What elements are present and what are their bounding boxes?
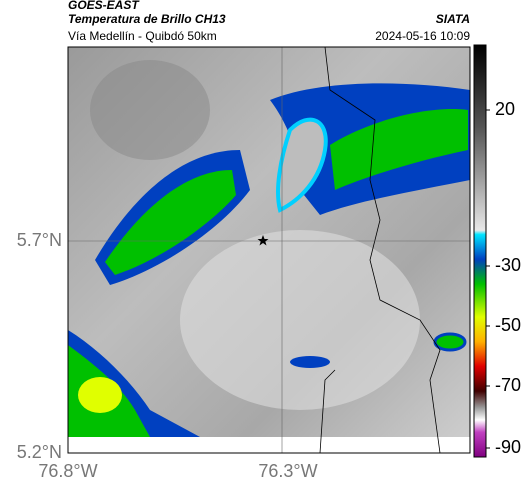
lon-label: 76.8°W bbox=[38, 461, 97, 481]
colorbar-label: -90 bbox=[495, 437, 521, 457]
colorbar-ticks bbox=[486, 109, 490, 449]
colorbar-label: 20 bbox=[495, 99, 515, 119]
colorbar-label: -70 bbox=[495, 375, 521, 395]
satellite: GOES-EAST bbox=[68, 0, 140, 12]
colorbar-label: -50 bbox=[495, 315, 521, 335]
colorbar bbox=[473, 44, 487, 458]
product: Temperatura de Brillo CH13 bbox=[68, 12, 226, 26]
region: Vía Medellín - Quibdó 50km bbox=[68, 29, 217, 43]
colorbar-label: -30 bbox=[495, 255, 521, 275]
lat-label: 5.2°N bbox=[17, 442, 62, 462]
source: SIATA bbox=[436, 12, 470, 26]
lat-label: 5.7°N bbox=[17, 230, 62, 250]
lon-label: 76.3°W bbox=[258, 461, 317, 481]
map-frame bbox=[67, 46, 471, 454]
satellite-image bbox=[68, 47, 470, 453]
timestamp: 2024-05-16 10:09 bbox=[375, 29, 470, 43]
